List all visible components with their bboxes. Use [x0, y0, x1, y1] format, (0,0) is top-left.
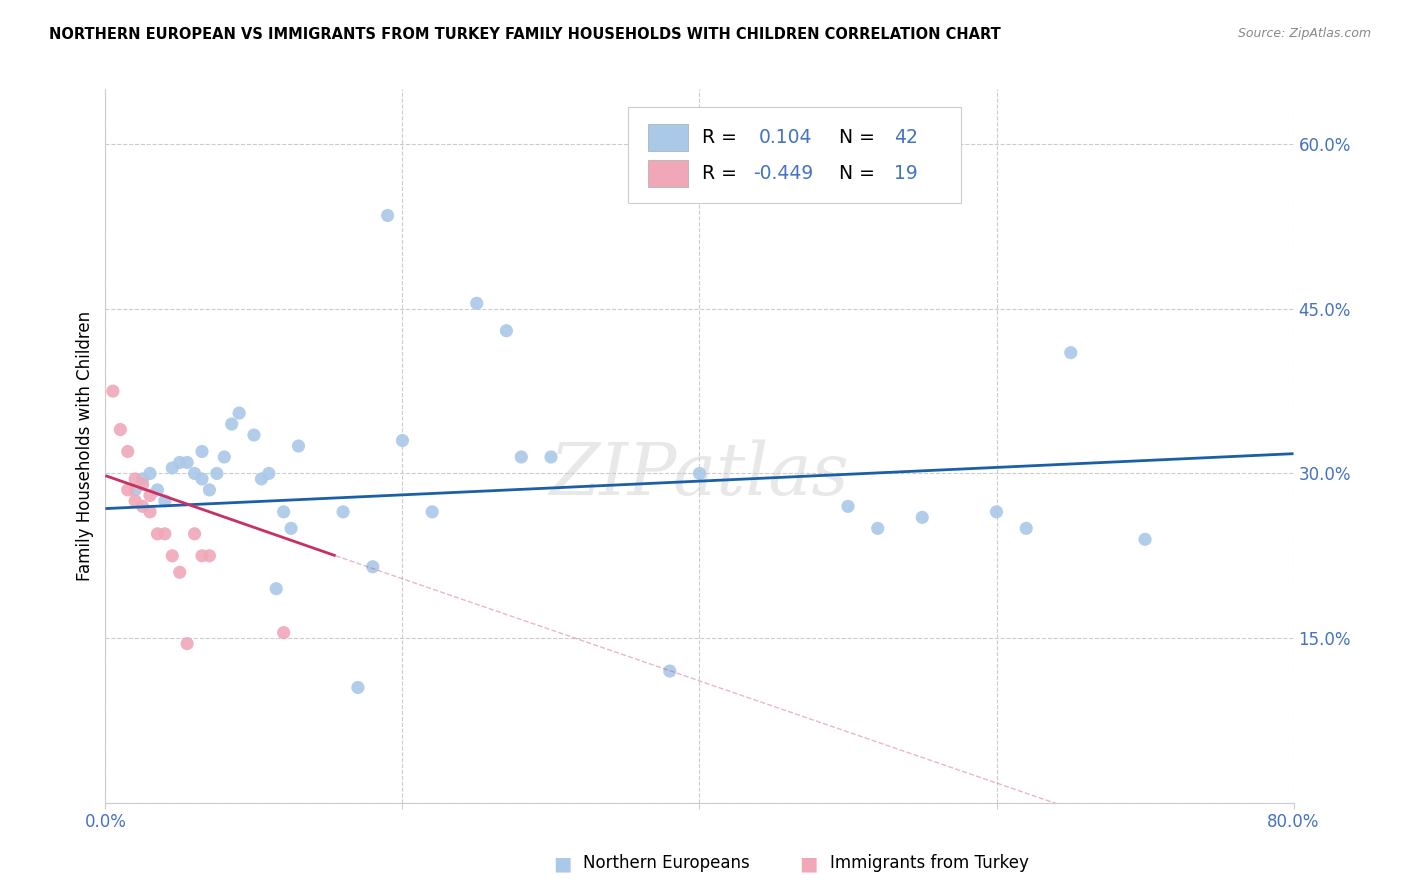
FancyBboxPatch shape — [648, 124, 688, 152]
Point — [139, 467, 162, 481]
Point — [1133, 533, 1156, 547]
Text: ZIPatlas: ZIPatlas — [550, 439, 849, 510]
Point — [117, 483, 139, 497]
Point — [280, 521, 302, 535]
Point — [420, 505, 443, 519]
Point — [540, 450, 562, 464]
Text: ■: ■ — [553, 854, 572, 873]
Point — [332, 505, 354, 519]
Text: 0.104: 0.104 — [759, 128, 813, 147]
Point — [257, 467, 280, 481]
Point — [124, 483, 146, 497]
Point — [198, 483, 221, 497]
Point — [146, 526, 169, 541]
Point — [837, 500, 859, 514]
Text: Immigrants from Turkey: Immigrants from Turkey — [830, 855, 1028, 872]
Text: N =: N = — [827, 128, 880, 147]
Point — [198, 549, 221, 563]
Point — [191, 549, 214, 563]
Point — [377, 209, 399, 223]
Point — [153, 526, 176, 541]
Point — [117, 444, 139, 458]
Point — [287, 439, 309, 453]
Point — [131, 500, 153, 514]
Text: R =: R = — [702, 128, 749, 147]
Point — [495, 324, 517, 338]
Point — [391, 434, 413, 448]
Text: Source: ZipAtlas.com: Source: ZipAtlas.com — [1237, 27, 1371, 40]
Point — [139, 505, 162, 519]
Point — [191, 472, 214, 486]
Point — [131, 477, 153, 491]
Point — [273, 625, 295, 640]
Point — [1060, 345, 1083, 359]
Point — [176, 637, 198, 651]
Point — [221, 417, 243, 431]
Point — [205, 467, 228, 481]
Point — [139, 488, 162, 502]
FancyBboxPatch shape — [648, 160, 688, 187]
Text: NORTHERN EUROPEAN VS IMMIGRANTS FROM TURKEY FAMILY HOUSEHOLDS WITH CHILDREN CORR: NORTHERN EUROPEAN VS IMMIGRANTS FROM TUR… — [49, 27, 1001, 42]
Point — [361, 559, 384, 574]
Point — [131, 472, 153, 486]
Point — [658, 664, 681, 678]
Point — [510, 450, 533, 464]
Point — [146, 483, 169, 497]
Point — [169, 566, 191, 580]
Point — [162, 461, 184, 475]
Point — [183, 467, 205, 481]
Point — [273, 505, 295, 519]
Point — [689, 467, 711, 481]
Text: 42: 42 — [894, 128, 918, 147]
Point — [162, 549, 184, 563]
Point — [169, 455, 191, 469]
Point — [124, 494, 146, 508]
Text: ■: ■ — [799, 854, 818, 873]
Point — [228, 406, 250, 420]
Point — [183, 526, 205, 541]
Point — [347, 681, 370, 695]
Text: -0.449: -0.449 — [754, 164, 813, 183]
Point — [176, 455, 198, 469]
Point — [264, 582, 287, 596]
Point — [465, 296, 488, 310]
Point — [101, 384, 124, 398]
Point — [214, 450, 236, 464]
Point — [191, 444, 214, 458]
Point — [124, 472, 146, 486]
Text: R =: R = — [702, 164, 742, 183]
Text: 19: 19 — [894, 164, 918, 183]
Point — [866, 521, 889, 535]
Point — [110, 423, 132, 437]
FancyBboxPatch shape — [628, 107, 960, 203]
Point — [1015, 521, 1038, 535]
Point — [243, 428, 266, 442]
Point — [153, 494, 176, 508]
Point — [250, 472, 273, 486]
Text: N =: N = — [827, 164, 880, 183]
Point — [911, 510, 934, 524]
Text: Northern Europeans: Northern Europeans — [583, 855, 751, 872]
Y-axis label: Family Households with Children: Family Households with Children — [76, 311, 94, 581]
Point — [986, 505, 1008, 519]
